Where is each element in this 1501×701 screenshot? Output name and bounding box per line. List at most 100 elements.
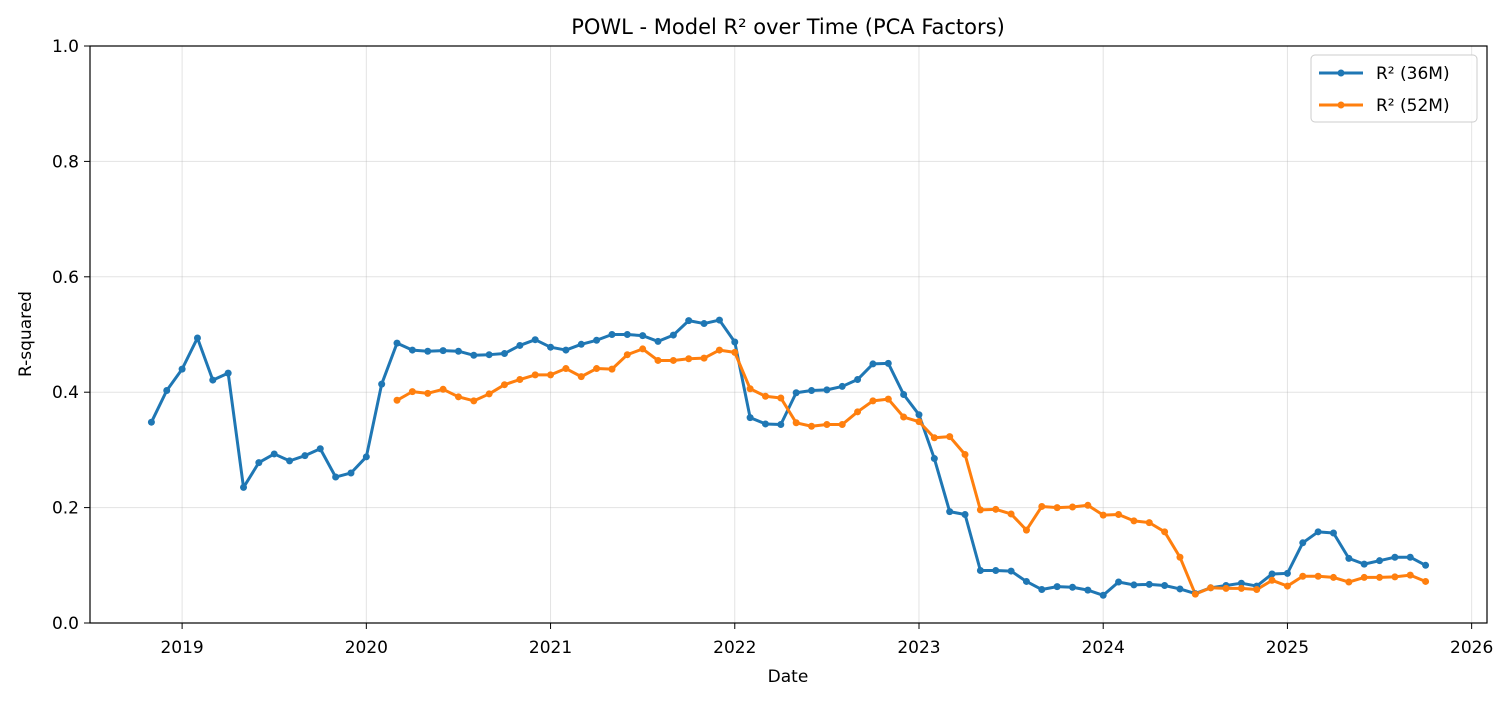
data-point [286, 457, 294, 465]
data-point [1130, 517, 1138, 525]
data-point [1329, 529, 1337, 537]
data-point [808, 386, 816, 394]
data-point [1376, 573, 1384, 581]
data-point [654, 356, 662, 364]
data-point [1345, 554, 1353, 562]
legend-marker-r2-36m [1337, 69, 1345, 77]
data-point [1253, 586, 1261, 594]
x-tick-label: 2019 [160, 638, 203, 658]
data-point [439, 347, 447, 355]
data-point [854, 408, 862, 416]
data-point [869, 397, 877, 405]
data-point [976, 506, 984, 514]
data-point [900, 413, 908, 421]
data-point [1084, 501, 1092, 509]
x-axis-label: Date [768, 667, 809, 687]
data-point [992, 505, 1000, 513]
data-point [163, 386, 171, 394]
data-point [255, 459, 263, 467]
data-point [424, 347, 432, 355]
data-point [1099, 511, 1107, 519]
data-point [593, 365, 601, 373]
data-point [777, 421, 785, 429]
legend: R² (36M) R² (52M) [1310, 54, 1478, 123]
data-point [884, 395, 892, 403]
data-point [623, 331, 631, 338]
data-point [761, 420, 769, 428]
data-point [685, 355, 693, 363]
data-point [900, 391, 908, 399]
data-point [700, 354, 708, 362]
y-tick-label: 0.6 [52, 268, 79, 288]
x-tick-label: 2023 [897, 638, 940, 658]
data-point [562, 346, 570, 354]
data-point [869, 360, 877, 368]
data-point [147, 418, 155, 426]
data-point [1145, 580, 1153, 588]
data-point [454, 347, 462, 355]
data-point [1145, 519, 1153, 527]
data-point [1237, 584, 1245, 592]
data-point [1161, 582, 1169, 589]
data-point [1115, 511, 1123, 519]
data-point [1376, 557, 1384, 565]
data-point [1329, 573, 1337, 581]
data-point [792, 419, 800, 427]
data-point [961, 511, 969, 519]
data-point [685, 317, 693, 325]
data-point [961, 451, 969, 459]
data-point [731, 338, 739, 346]
data-point [838, 382, 846, 390]
data-point [1069, 503, 1077, 511]
data-point [946, 508, 954, 516]
x-tick-label: 2024 [1082, 638, 1125, 658]
data-point [1007, 510, 1015, 518]
data-point [700, 320, 708, 328]
data-point [1038, 586, 1046, 594]
data-point [1084, 586, 1092, 594]
data-point [1207, 584, 1215, 592]
legend-marker-r2-52m [1337, 101, 1345, 109]
data-point [500, 381, 508, 389]
data-point [1115, 578, 1123, 586]
data-point [915, 411, 923, 419]
x-tick-label: 2025 [1266, 638, 1309, 658]
data-point [1314, 528, 1322, 536]
data-point [547, 371, 555, 379]
data-point [669, 331, 677, 339]
data-point [316, 445, 324, 453]
data-point [1022, 526, 1030, 534]
data-point [577, 340, 585, 348]
data-point [224, 369, 232, 377]
plot-frame [89, 45, 1488, 624]
data-point [715, 316, 723, 324]
data-point [746, 385, 754, 393]
data-point [454, 393, 462, 401]
data-point [838, 421, 846, 429]
data-point [362, 453, 370, 461]
data-point [1222, 584, 1230, 592]
x-tick-label: 2020 [345, 638, 388, 658]
data-point [1161, 528, 1169, 536]
data-point [1053, 583, 1061, 591]
data-point [623, 351, 631, 359]
data-point [209, 376, 217, 384]
data-point [408, 388, 416, 396]
y-tick-label: 0.0 [52, 614, 79, 634]
data-point [1360, 560, 1368, 568]
data-point [654, 337, 662, 345]
chart-title: POWL - Model R² over Time (PCA Factors) [571, 15, 1005, 39]
data-point [761, 392, 769, 400]
data-point [1053, 504, 1061, 512]
data-point [1237, 579, 1245, 587]
data-point [715, 346, 723, 354]
data-point [332, 473, 340, 481]
data-point [792, 389, 800, 397]
data-point [1099, 591, 1107, 599]
data-point [823, 386, 831, 394]
data-point [301, 452, 309, 460]
data-point [424, 389, 432, 397]
data-point [240, 483, 248, 491]
data-point [608, 365, 616, 373]
data-point [1038, 502, 1046, 510]
